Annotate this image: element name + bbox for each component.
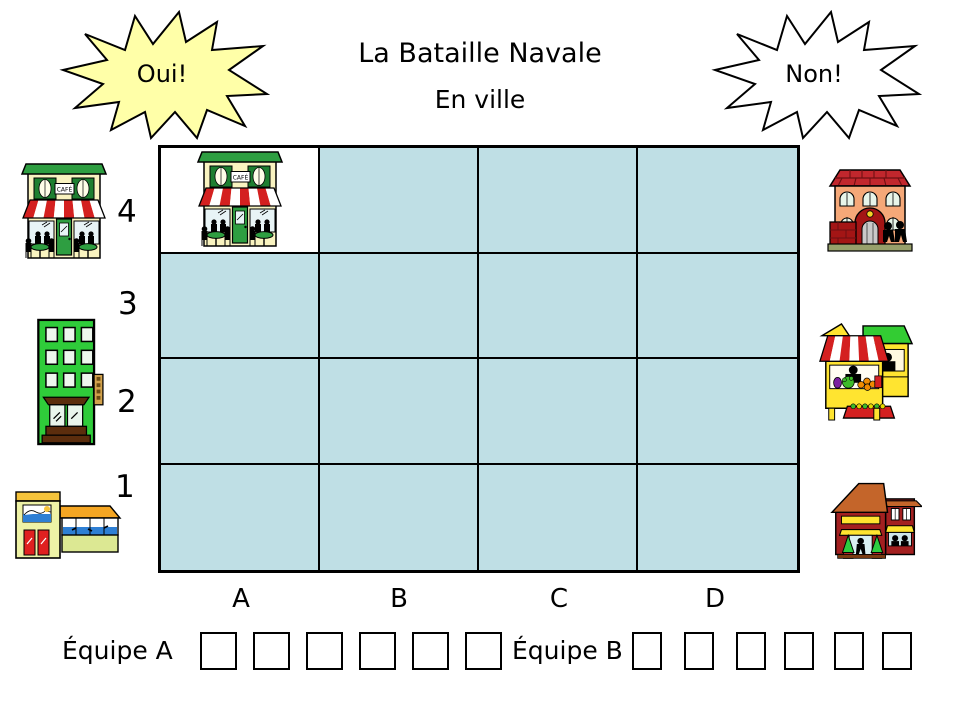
col-label-B: B (390, 584, 408, 614)
oui-label: Oui! (137, 60, 187, 88)
cell-A4[interactable] (161, 148, 320, 254)
page-title: La Bataille Navale En ville (0, 38, 960, 114)
shop-building-icon[interactable] (830, 474, 922, 566)
non-starburst[interactable]: Non! (710, 10, 922, 140)
cell-C4[interactable] (479, 148, 638, 254)
cafe-icon (166, 150, 314, 250)
cell-B2[interactable] (320, 359, 479, 465)
col-label-C: C (549, 584, 569, 614)
non-label: Non! (785, 60, 842, 88)
market-stall-icon[interactable] (816, 320, 914, 424)
oui-starburst[interactable]: Oui! (58, 10, 270, 140)
team-a-score-box-5[interactable] (412, 632, 449, 670)
row-label-2: 2 (117, 384, 137, 420)
team-b-score-box-2[interactable] (684, 632, 714, 670)
green-building-icon[interactable] (32, 316, 108, 448)
row-label-1: 1 (115, 469, 135, 505)
title-line1: La Bataille Navale (358, 38, 602, 69)
title-line2: En ville (434, 85, 526, 114)
team-a-score-box-6[interactable] (465, 632, 502, 670)
cell-C3[interactable] (479, 253, 638, 359)
battleship-grid (158, 145, 800, 573)
cell-B1[interactable] (320, 464, 479, 570)
cell-A1[interactable] (161, 464, 320, 570)
team-b-score-box-4[interactable] (784, 632, 814, 670)
team-a-score-box-4[interactable] (359, 632, 396, 670)
team-a-score-box-3[interactable] (306, 632, 343, 670)
starburst-shape (711, 10, 922, 140)
cafe-icon[interactable] (14, 158, 114, 266)
col-label-D: D (704, 584, 726, 614)
team-a-score-box-2[interactable] (253, 632, 290, 670)
cell-D4[interactable] (638, 148, 797, 254)
cell-D3[interactable] (638, 253, 797, 359)
team-b-score-box-5[interactable] (834, 632, 864, 670)
team-b-score-box-1[interactable] (632, 632, 662, 670)
team-b-score-box-3[interactable] (736, 632, 766, 670)
row-label-3: 3 (118, 286, 138, 322)
team-a-score-box-1[interactable] (200, 632, 237, 670)
starburst-shape (59, 10, 270, 140)
team-a-label: Équipe A (62, 636, 173, 665)
col-label-A: A (232, 584, 250, 614)
cell-B4[interactable] (320, 148, 479, 254)
team-b-score-box-6[interactable] (882, 632, 912, 670)
pool-building-icon[interactable] (10, 486, 122, 564)
cell-C2[interactable] (479, 359, 638, 465)
cell-B3[interactable] (320, 253, 479, 359)
team-b-label: Équipe B (512, 636, 623, 665)
cell-D1[interactable] (638, 464, 797, 570)
cell-D2[interactable] (638, 359, 797, 465)
cell-A3[interactable] (161, 253, 320, 359)
row-label-4: 4 (117, 194, 137, 230)
cell-C1[interactable] (479, 464, 638, 570)
school-building-icon[interactable] (822, 164, 918, 260)
cell-A2[interactable] (161, 359, 320, 465)
